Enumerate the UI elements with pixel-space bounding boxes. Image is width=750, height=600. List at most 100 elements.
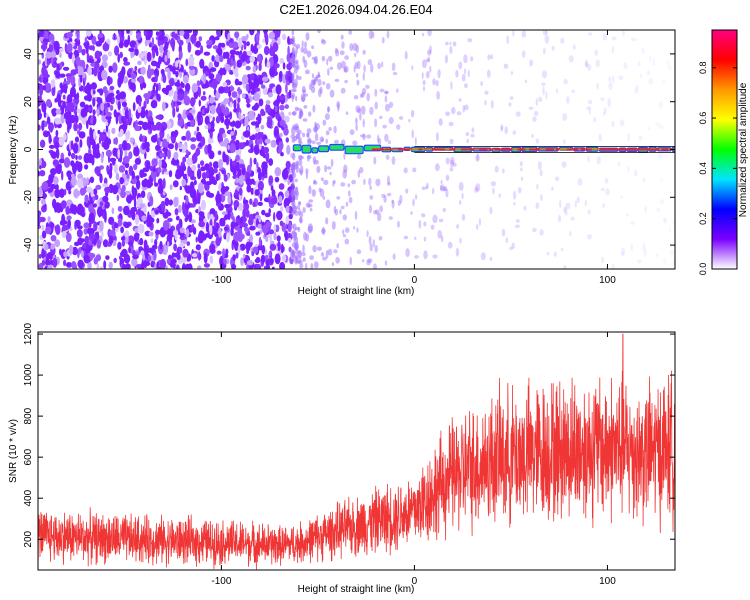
noise-speckle <box>185 195 189 205</box>
figure-title: C2E1.2026.094.04.26.E04 <box>279 2 432 17</box>
noise-speckle <box>125 120 130 126</box>
noise-speckle <box>281 33 287 41</box>
noise-speckle <box>164 197 170 207</box>
noise-speckle <box>563 206 567 213</box>
noise-speckle <box>210 120 215 130</box>
carrier-peak <box>450 148 456 151</box>
noise-speckle <box>353 95 359 100</box>
noise-speckle <box>268 193 271 205</box>
noise-speckle <box>307 132 310 138</box>
noise-speckle <box>663 217 668 223</box>
noise-speckle <box>117 54 120 63</box>
noise-speckle <box>230 131 235 136</box>
noise-speckle <box>291 75 295 85</box>
noise-speckle <box>368 177 372 186</box>
noise-speckle <box>190 143 196 150</box>
noise-speckle <box>105 149 112 157</box>
noise-speckle <box>314 125 318 134</box>
noise-speckle <box>262 86 268 96</box>
noise-speckle <box>539 169 543 177</box>
noise-speckle <box>131 257 138 267</box>
noise-speckle <box>147 214 153 222</box>
noise-speckle <box>41 248 45 259</box>
noise-speckle <box>58 136 65 146</box>
noise-speckle <box>89 233 96 242</box>
noise-speckle <box>195 244 201 251</box>
noise-speckle <box>257 54 262 63</box>
noise-speckle <box>159 152 166 158</box>
noise-speckle <box>151 158 158 168</box>
noise-speckle <box>500 124 504 130</box>
noise-speckle <box>427 49 432 56</box>
noise-speckle <box>298 159 303 167</box>
noise-speckle <box>369 106 374 115</box>
colorbar-tick-label: 0.4 <box>698 162 708 175</box>
spectrogram-x-axis-label: Height of straight line (km) <box>298 286 415 297</box>
noise-speckle <box>313 180 318 185</box>
noise-speckle <box>432 254 438 259</box>
noise-speckle <box>102 42 110 52</box>
noise-speckle <box>111 127 116 135</box>
noise-speckle <box>605 188 610 196</box>
noise-speckle <box>162 191 166 196</box>
carrier-peak <box>402 148 409 151</box>
noise-speckle <box>328 127 332 131</box>
noise-speckle <box>236 161 240 173</box>
noise-speckle <box>292 152 296 161</box>
noise-speckle <box>556 88 559 94</box>
colorbar-tick-label: 0.8 <box>698 61 708 74</box>
noise-speckle <box>227 209 231 221</box>
noise-speckle <box>41 181 49 191</box>
noise-speckle <box>223 85 230 94</box>
noise-speckle <box>247 231 251 236</box>
noise-speckle <box>239 217 243 224</box>
noise-speckle <box>316 141 322 145</box>
noise-speckle <box>89 176 95 184</box>
noise-speckle <box>379 205 383 213</box>
noise-speckle <box>210 104 216 115</box>
y-tick-label: -20 <box>23 190 34 205</box>
noise-speckle <box>83 152 90 164</box>
noise-speckle <box>345 111 349 115</box>
noise-speckle <box>206 39 213 46</box>
noise-speckle <box>347 183 351 188</box>
noise-speckle <box>132 102 136 112</box>
carrier-peak <box>384 148 392 151</box>
noise-speckle <box>249 198 253 205</box>
noise-speckle <box>137 60 142 66</box>
noise-speckle <box>41 224 45 231</box>
noise-speckle <box>284 198 291 205</box>
noise-speckle <box>207 148 212 155</box>
noise-speckle <box>158 159 162 168</box>
noise-speckle <box>60 88 64 94</box>
noise-speckle <box>652 58 656 67</box>
noise-speckle <box>459 200 462 205</box>
carrier-peak <box>489 148 494 151</box>
noise-speckle <box>194 49 201 56</box>
noise-speckle <box>134 157 142 165</box>
noise-speckle <box>281 168 289 180</box>
noise-speckle <box>455 247 460 257</box>
noise-speckle <box>179 242 186 248</box>
noise-speckle <box>55 71 61 79</box>
noise-speckle <box>90 115 94 122</box>
noise-speckle <box>129 80 135 91</box>
noise-speckle <box>101 69 108 81</box>
noise-speckle <box>464 104 469 111</box>
noise-speckle <box>131 213 135 220</box>
noise-speckle <box>366 92 371 102</box>
noise-speckle <box>587 64 592 71</box>
carrier-band <box>330 145 344 150</box>
noise-speckle <box>273 211 276 222</box>
noise-speckle <box>213 218 217 228</box>
noise-speckle <box>172 180 179 188</box>
noise-speckle <box>80 250 84 258</box>
noise-speckle <box>607 97 611 107</box>
noise-speckle <box>63 259 67 267</box>
noise-speckle <box>553 251 557 257</box>
noise-speckle <box>423 86 425 92</box>
noise-speckle <box>444 54 448 64</box>
noise-speckle <box>344 79 348 84</box>
noise-speckle <box>449 46 453 54</box>
noise-speckle <box>126 30 129 34</box>
